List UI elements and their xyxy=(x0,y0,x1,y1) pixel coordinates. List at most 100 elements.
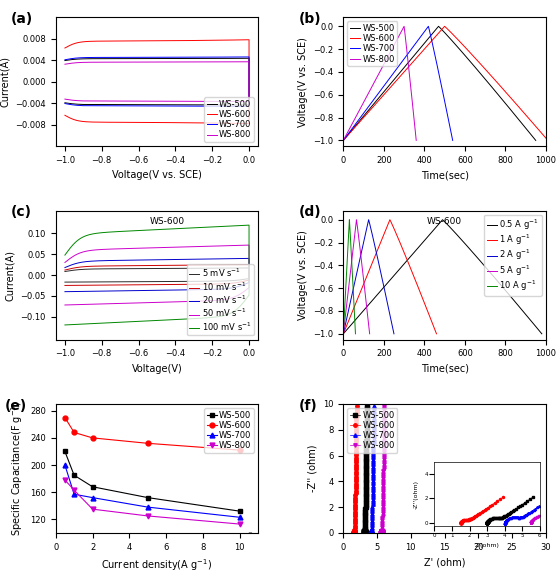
10 A g$^{-1}$ xyxy=(340,329,346,336)
Line: WS-500: WS-500 xyxy=(65,58,249,105)
1 A g$^{-1}$ xyxy=(424,309,431,316)
WS-500 xyxy=(71,472,77,478)
WS-600 xyxy=(441,23,448,30)
WS-600 xyxy=(350,528,357,535)
10 A g$^{-1}$ xyxy=(351,309,358,316)
WS-600 xyxy=(461,44,468,50)
5 mV s$^{-1}$ xyxy=(62,268,69,275)
10 mV s$^{-1}$ xyxy=(62,282,69,289)
Y-axis label: Current(A): Current(A) xyxy=(0,56,9,107)
WS-700 xyxy=(442,100,448,107)
WS-800 xyxy=(246,58,252,65)
5 A g$^{-1}$ xyxy=(356,241,363,248)
10 A g$^{-1}$ xyxy=(347,236,354,243)
WS-800 xyxy=(340,136,347,143)
WS-600 xyxy=(112,119,119,125)
WS-700 xyxy=(246,53,252,60)
Line: 1 A g$^{-1}$: 1 A g$^{-1}$ xyxy=(343,219,437,334)
50 mV s$^{-1}$ xyxy=(246,242,252,249)
WS-800 xyxy=(62,477,69,484)
WS-600 xyxy=(512,100,519,107)
2 A g$^{-1}$ xyxy=(383,294,389,301)
10 mV s$^{-1}$ xyxy=(113,281,119,288)
Line: WS-500: WS-500 xyxy=(62,449,242,513)
WS-700 xyxy=(445,115,452,122)
WS-700 xyxy=(89,494,96,501)
WS-500 xyxy=(363,476,369,482)
WS-800 xyxy=(84,59,91,66)
WS-500 xyxy=(453,42,460,49)
Line: 2 A g$^{-1}$: 2 A g$^{-1}$ xyxy=(343,219,394,334)
50 mV s$^{-1}$ xyxy=(113,300,119,307)
WS-500 xyxy=(62,448,69,455)
Text: (c): (c) xyxy=(11,205,32,219)
Line: 10 mV s$^{-1}$: 10 mV s$^{-1}$ xyxy=(65,265,249,285)
WS-800 xyxy=(411,115,417,122)
50 mV s$^{-1}$ xyxy=(150,299,157,306)
5 mV s$^{-1}$ xyxy=(246,265,252,272)
2 A g$^{-1}$ xyxy=(365,216,372,223)
0.5 A g$^{-1}$ xyxy=(458,236,465,243)
10 A g$^{-1}$ xyxy=(348,241,354,248)
10 mV s$^{-1}$ xyxy=(150,281,157,288)
WS-600 xyxy=(465,47,472,54)
Y-axis label: -Z''(ohm): -Z''(ohm) xyxy=(414,480,419,509)
X-axis label: Z' (ohm): Z' (ohm) xyxy=(424,557,465,567)
10 mV s$^{-1}$ xyxy=(195,281,202,288)
WS-800 xyxy=(380,475,387,482)
0.5 A g$^{-1}$ xyxy=(539,331,545,337)
WS-600 xyxy=(71,429,77,436)
WS-700 xyxy=(367,529,374,536)
WS-700 xyxy=(84,54,91,61)
WS-500 xyxy=(246,55,252,62)
1 A g$^{-1}$ xyxy=(387,216,393,223)
Text: (b): (b) xyxy=(299,12,321,26)
WS-600 xyxy=(246,36,252,43)
5 mV s$^{-1}$ xyxy=(150,278,157,285)
X-axis label: Voltage(V): Voltage(V) xyxy=(131,364,182,374)
WS-500 xyxy=(215,101,222,108)
WS-500 xyxy=(454,44,461,50)
WS-500 xyxy=(457,47,464,54)
WS-700 xyxy=(425,23,432,30)
WS-800 xyxy=(413,137,419,144)
WS-800 xyxy=(400,23,407,30)
0.5 A g$^{-1}$ xyxy=(508,294,515,301)
WS-800 xyxy=(377,528,384,535)
WS-700 xyxy=(71,490,77,497)
1 A g$^{-1}$ xyxy=(419,294,426,301)
WS-600 xyxy=(62,414,69,421)
WS-600 xyxy=(461,42,467,49)
Y-axis label: Specific Capacitance(F g$^{-1}$): Specific Capacitance(F g$^{-1}$) xyxy=(9,401,25,536)
WS-500 xyxy=(362,515,369,522)
WS-600 xyxy=(353,476,359,482)
WS-600 xyxy=(215,120,222,127)
WS-600 xyxy=(62,112,69,119)
WS-700 xyxy=(430,44,437,50)
WS-500 xyxy=(360,528,367,535)
WS-500 xyxy=(341,136,348,143)
Line: 100 mV s$^{-1}$: 100 mV s$^{-1}$ xyxy=(65,225,249,325)
WS-800 xyxy=(246,98,252,105)
Line: 5 A g$^{-1}$: 5 A g$^{-1}$ xyxy=(343,219,370,334)
WS-800 xyxy=(144,512,151,519)
WS-600 xyxy=(353,403,360,410)
WS-800 xyxy=(62,61,69,68)
WS-500 xyxy=(246,101,252,108)
100 mV s$^{-1}$ xyxy=(62,321,69,328)
WS-700 xyxy=(369,515,375,522)
50 mV s$^{-1}$ xyxy=(195,298,202,305)
0.5 A g$^{-1}$ xyxy=(341,329,348,336)
50 mV s$^{-1}$ xyxy=(62,301,69,308)
WS-500 xyxy=(360,529,367,536)
WS-700 xyxy=(237,514,243,521)
5 mV s$^{-1}$ xyxy=(62,278,69,285)
Line: WS-600: WS-600 xyxy=(351,405,358,535)
WS-500 xyxy=(62,57,69,64)
WS-600 xyxy=(89,434,96,441)
2 A g$^{-1}$ xyxy=(371,241,378,248)
WS-700 xyxy=(62,56,69,63)
WS-500 xyxy=(84,56,91,62)
10 A g$^{-1}$ xyxy=(352,331,359,337)
Line: WS-600: WS-600 xyxy=(343,26,548,140)
